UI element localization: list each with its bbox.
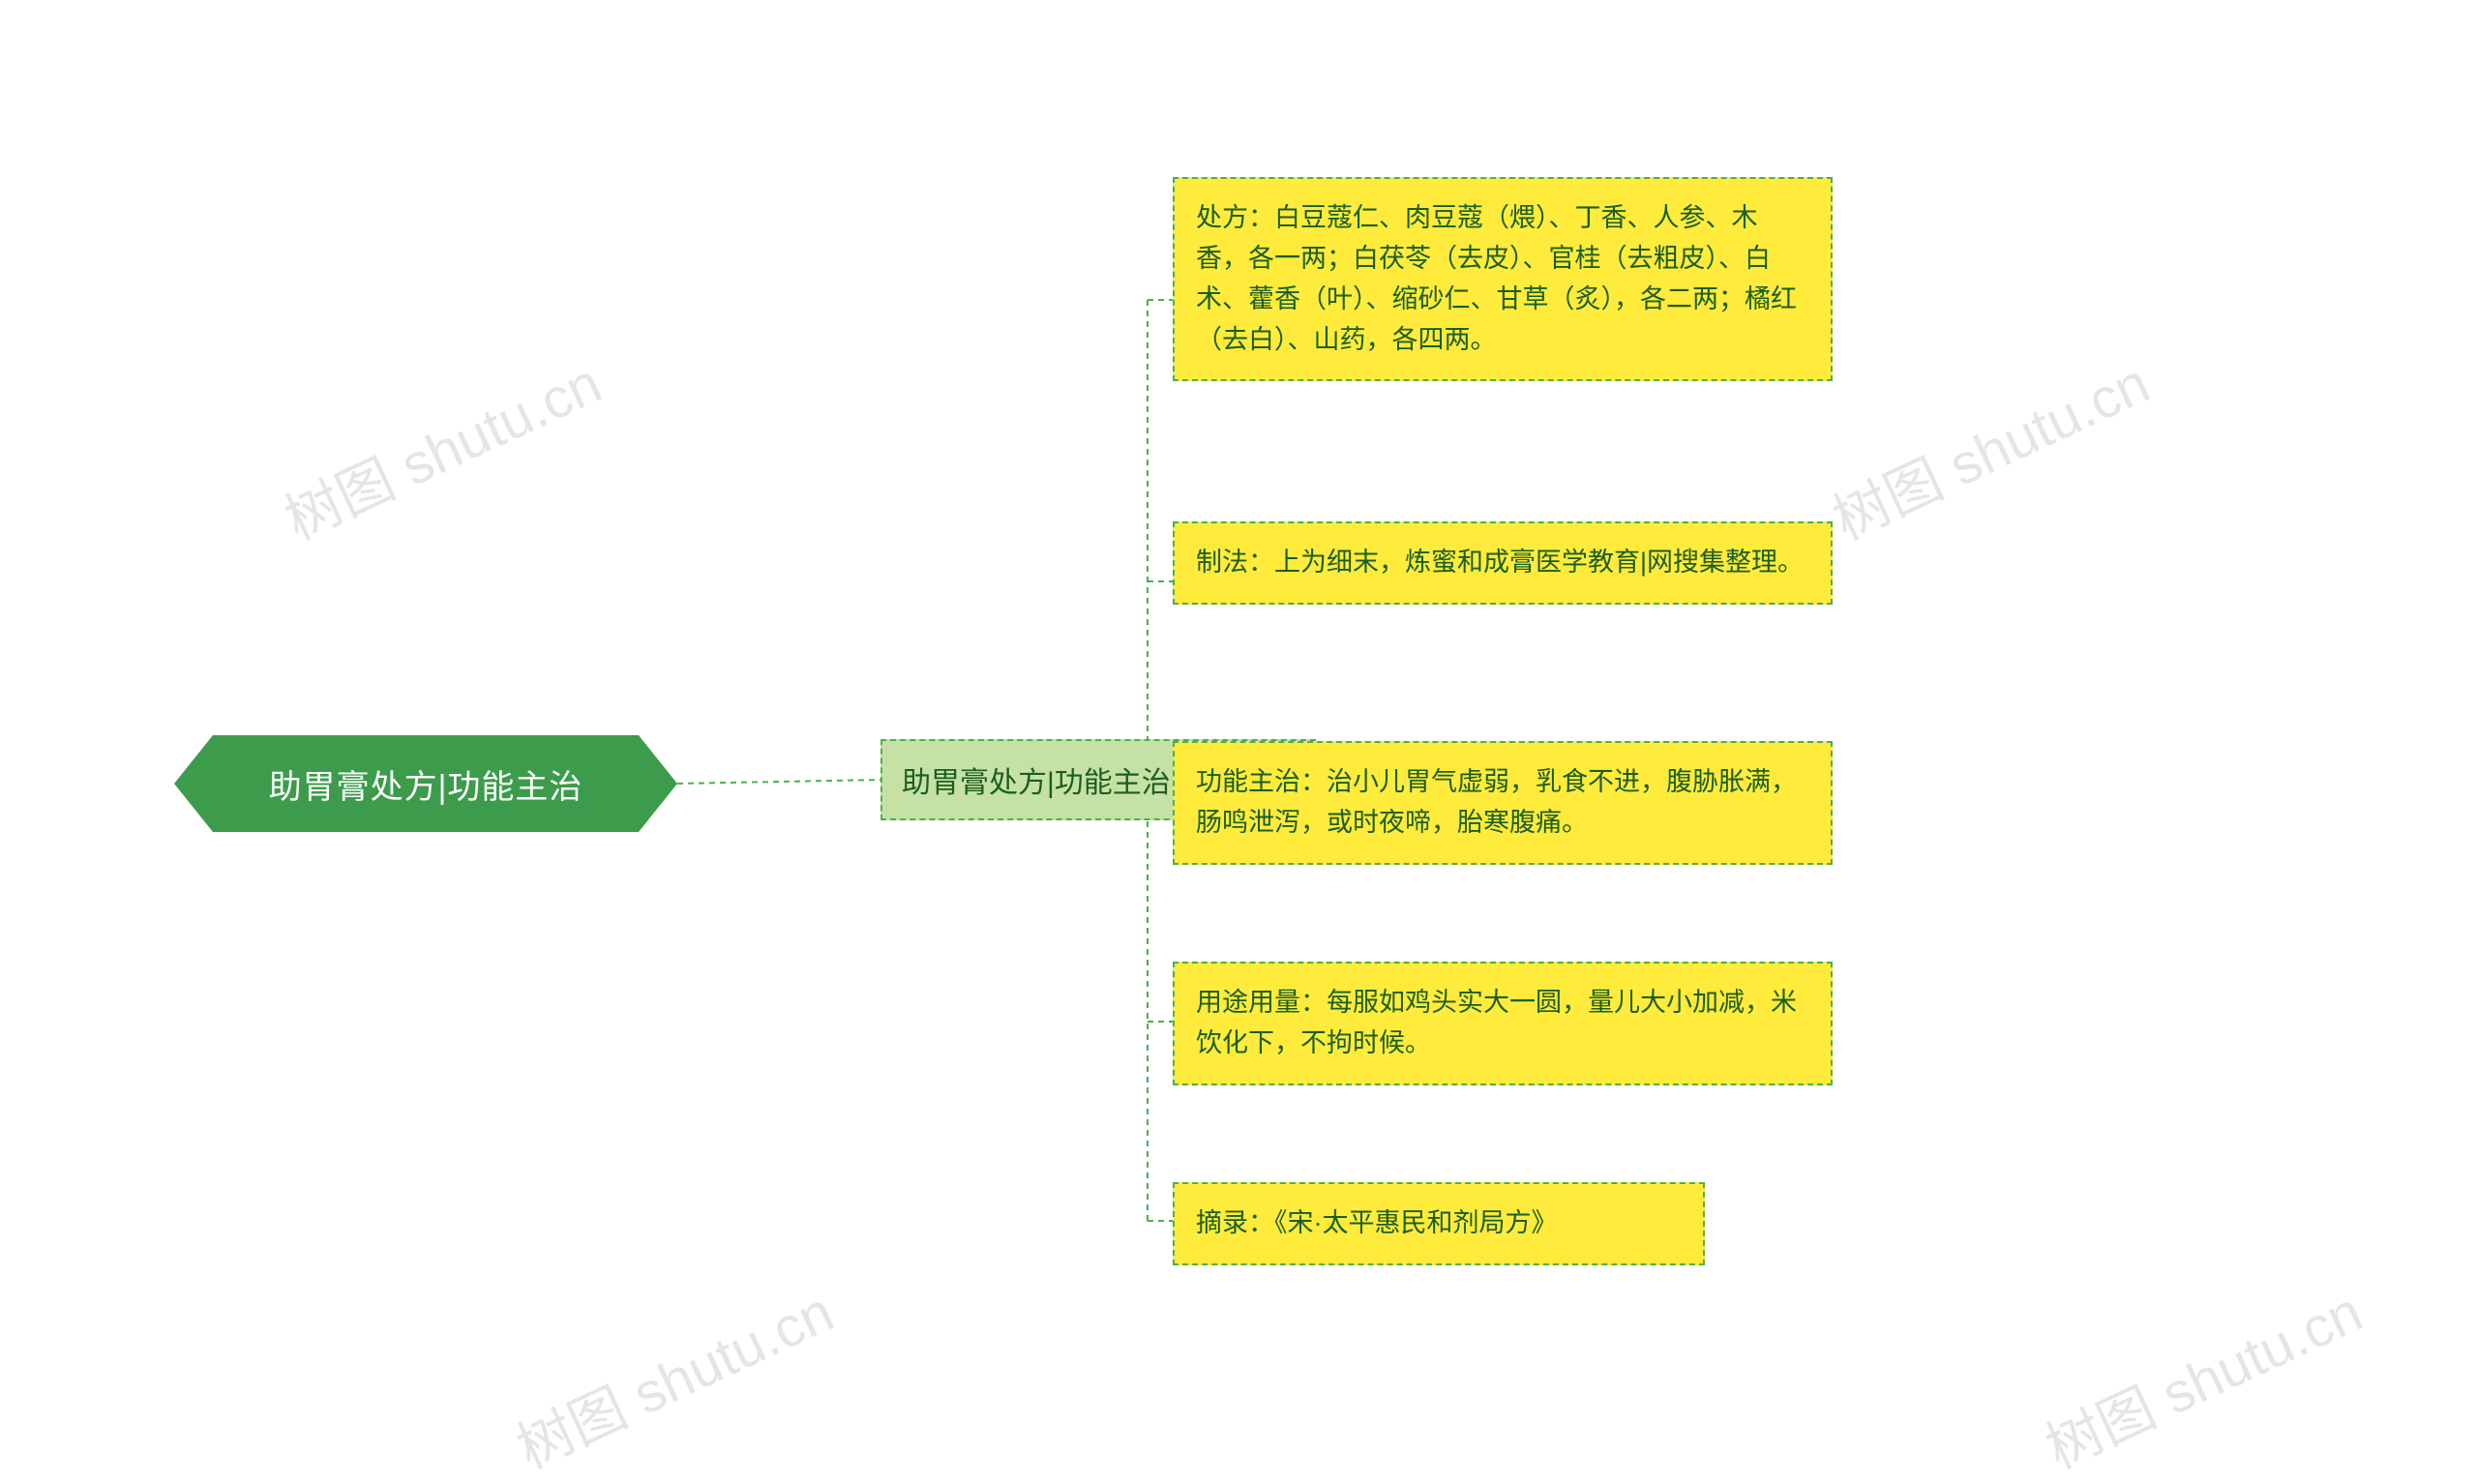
leaf-dosage[interactable]: 用途用量：每服如鸡头实大一圆，量儿大小加减，米饮化下，不拘时候。 <box>1173 962 1833 1085</box>
root-label: 助胃膏处方|功能主治 <box>269 760 583 808</box>
leaf-text: 摘录：《宋·太平惠民和剂局方》 <box>1196 1208 1558 1237</box>
leaf-text: 制法：上为细末，炼蜜和成膏医学教育|网搜集整理。 <box>1196 548 1804 577</box>
level2-label: 助胃膏处方|功能主治： <box>902 758 1200 801</box>
watermark: 树图 shutu.cn <box>502 1267 845 1484</box>
watermark: 树图 shutu.cn <box>1818 339 2161 556</box>
leaf-function[interactable]: 功能主治：治小儿胃气虚弱，乳食不进，腹胁胀满，肠鸣泄泻，或时夜啼，胎寒腹痛。 <box>1173 741 1833 865</box>
leaf-text: 用途用量：每服如鸡头实大一圆，量儿大小加减，米饮化下，不拘时候。 <box>1196 988 1797 1057</box>
root-node[interactable]: 助胃膏处方|功能主治 <box>174 735 677 832</box>
mindmap-canvas: 树图 shutu.cn 树图 shutu.cn 树图 shutu.cn 树图 s… <box>0 0 2477 1423</box>
leaf-method[interactable]: 制法：上为细末，炼蜜和成膏医学教育|网搜集整理。 <box>1173 521 1833 605</box>
leaf-text: 功能主治：治小儿胃气虚弱，乳食不进，腹胁胀满，肠鸣泄泻，或时夜啼，胎寒腹痛。 <box>1196 767 1797 837</box>
leaf-text: 处方：白豆蔻仁、肉豆蔻（煨）、丁香、人参、木香，各一两；白茯苓（去皮）、官桂（去… <box>1196 203 1797 354</box>
leaf-prescription[interactable]: 处方：白豆蔻仁、肉豆蔻（煨）、丁香、人参、木香，各一两；白茯苓（去皮）、官桂（去… <box>1173 177 1833 381</box>
watermark: 树图 shutu.cn <box>2031 1267 2373 1484</box>
leaf-source[interactable]: 摘录：《宋·太平惠民和剂局方》 <box>1173 1182 1705 1265</box>
watermark: 树图 shutu.cn <box>270 339 612 556</box>
